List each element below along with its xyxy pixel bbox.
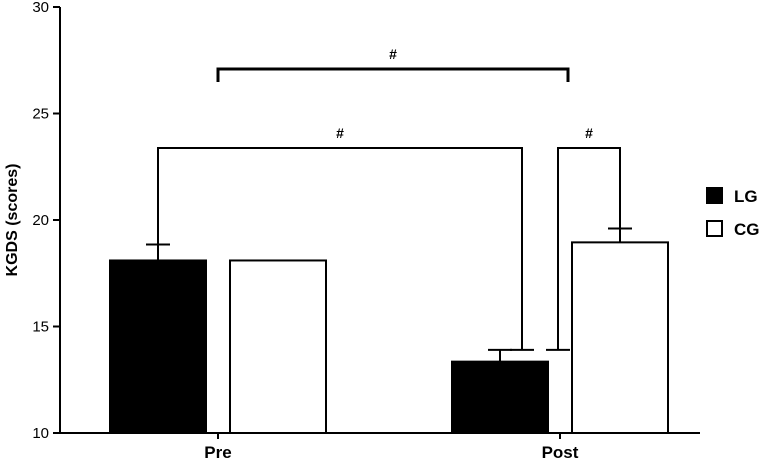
bar-cg-pre <box>229 259 327 434</box>
bracket-lg-pre-post-label: # <box>336 125 344 141</box>
bar-lg-post <box>451 360 549 434</box>
bracket-lg-pre-post <box>157 147 523 350</box>
legend-swatch-cg <box>706 220 723 237</box>
legend-label-cg: CG <box>734 220 760 239</box>
legend: LG CG <box>706 187 760 239</box>
bracket-post-lg-cg-label: # <box>585 125 593 141</box>
bracket-pre-post-groups-label: # <box>389 46 397 62</box>
legend-label-lg: LG <box>734 187 758 206</box>
y-tick-label: 15 <box>32 319 49 336</box>
y-tick-label: 20 <box>32 212 49 229</box>
x-tick-label: Pre <box>204 443 231 462</box>
y-tick-label: 25 <box>32 106 49 123</box>
legend-swatch-lg <box>706 187 723 204</box>
bracket-pre-post-groups <box>216 67 570 82</box>
y-tick-label: 10 <box>32 425 49 442</box>
y-tick-label: 30 <box>32 0 49 16</box>
bracket-post-lg-cg <box>557 147 621 350</box>
bar-cg-post <box>571 241 669 434</box>
y-axis-label: KGDS (scores) <box>4 164 21 277</box>
x-tick-label: Post <box>542 443 579 462</box>
bar-lg-pre <box>109 259 207 434</box>
bars <box>109 227 669 434</box>
significance-annotations: # # # <box>157 46 621 351</box>
